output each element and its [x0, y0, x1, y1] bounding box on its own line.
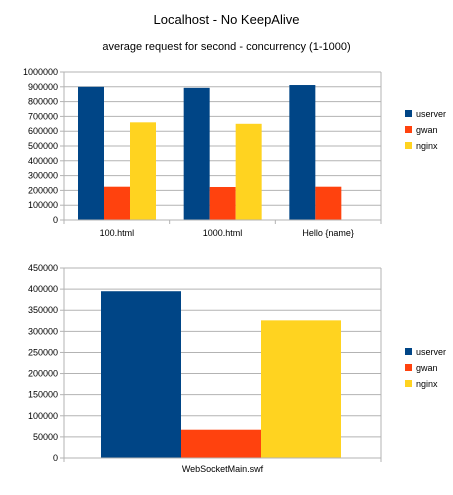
top-legend-swatch-userver — [405, 110, 412, 117]
bottom-legend-label-userver: userver — [416, 347, 446, 357]
top-bar-nginx-1 — [235, 123, 262, 220]
top-legend-label-gwan: gwan — [416, 125, 438, 135]
top-legend-swatch-nginx — [405, 142, 412, 149]
top-y-tick-label: 400000 — [28, 156, 58, 166]
top-bar-gwan-2 — [315, 186, 342, 220]
bottom-legend-swatch-userver — [405, 348, 412, 355]
bottom-y-tick-label: 450000 — [28, 263, 58, 273]
top-bar-userver-1 — [183, 87, 210, 220]
bottom-y-tick-label: 400000 — [28, 284, 58, 294]
bottom-legend-label-gwan: gwan — [416, 363, 438, 373]
top-y-tick-label: 0 — [53, 215, 58, 225]
top-legend-label-userver: userver — [416, 109, 446, 119]
bottom-y-tick-label: 150000 — [28, 390, 58, 400]
top-y-tick-label: 100000 — [28, 200, 58, 210]
bottom-category-label: WebSocketMain.swf — [182, 464, 264, 474]
bottom-bar-nginx-0 — [261, 320, 341, 458]
top-category-label: 1000.html — [203, 228, 243, 238]
bottom-legend-label-nginx: nginx — [416, 379, 438, 389]
chart-title: Localhost - No KeepAlive — [153, 12, 300, 27]
top-y-tick-label: 900000 — [28, 82, 58, 92]
top-y-tick-label: 500000 — [28, 141, 58, 151]
top-bar-nginx-0 — [130, 122, 156, 220]
bottom-legend-swatch-nginx — [405, 380, 412, 387]
bottom-bar-gwan-0 — [181, 429, 261, 458]
bottom-y-tick-label: 350000 — [28, 305, 58, 315]
top-y-tick-label: 200000 — [28, 185, 58, 195]
top-y-tick-label: 600000 — [28, 126, 58, 136]
top-y-tick-label: 700000 — [28, 111, 58, 121]
bottom-y-tick-label: 50000 — [33, 432, 58, 442]
chart-subtitle: average request for second - concurrency… — [102, 41, 351, 53]
bottom-y-tick-label: 100000 — [28, 411, 58, 421]
top-y-tick-label: 1000000 — [23, 67, 58, 77]
top-bar-gwan-0 — [104, 186, 130, 220]
bottom-y-tick-label: 250000 — [28, 347, 58, 357]
top-legend-label-nginx: nginx — [416, 141, 438, 151]
top-y-tick-label: 800000 — [28, 97, 58, 107]
bottom-legend-swatch-gwan — [405, 364, 412, 371]
bottom-y-tick-label: 200000 — [28, 369, 58, 379]
bottom-y-tick-label: 0 — [53, 453, 58, 463]
top-bar-userver-0 — [78, 86, 104, 220]
top-bar-gwan-1 — [209, 186, 236, 220]
top-category-label: Hello {name} — [302, 228, 354, 238]
top-bar-userver-2 — [289, 85, 316, 220]
bottom-bar-userver-0 — [101, 291, 181, 458]
top-legend-swatch-gwan — [405, 126, 412, 133]
bottom-y-tick-label: 300000 — [28, 326, 58, 336]
top-category-label: 100.html — [100, 228, 135, 238]
top-y-tick-label: 300000 — [28, 171, 58, 181]
